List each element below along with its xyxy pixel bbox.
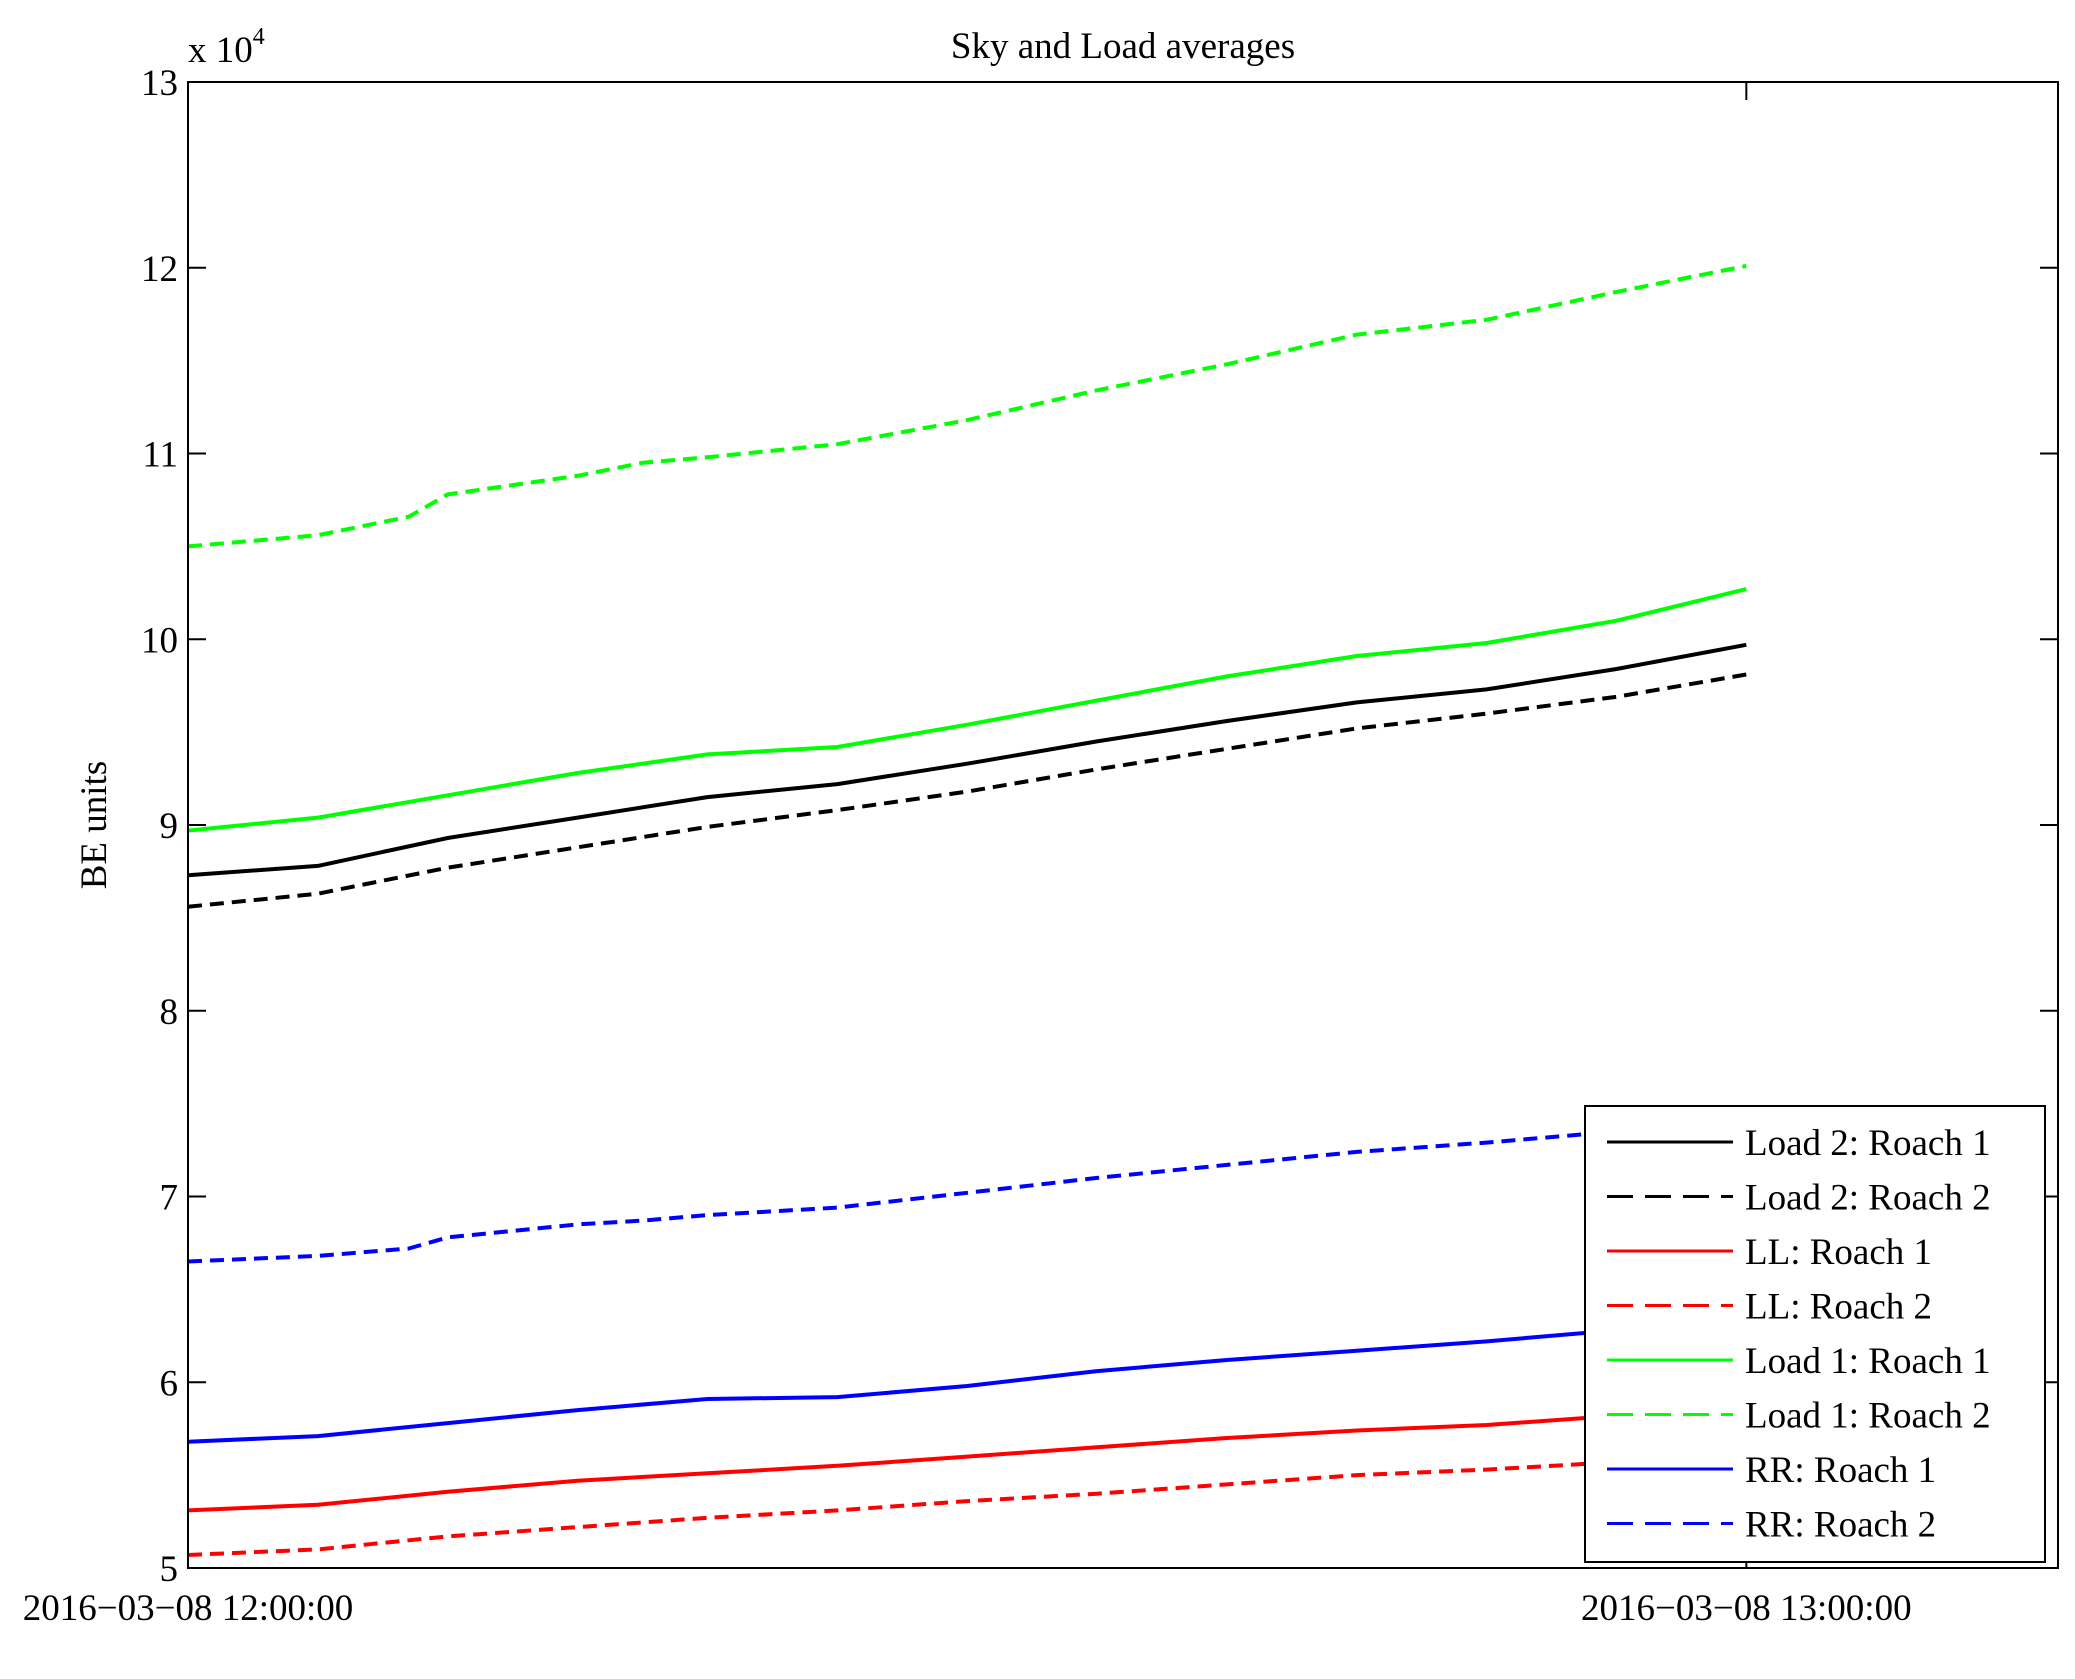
legend-label: RR: Roach 2 <box>1745 1505 1936 1546</box>
legend-label: LL: Roach 1 <box>1745 1232 1932 1273</box>
legend-label: LL: Roach 2 <box>1745 1287 1932 1328</box>
y-tick-label: 13 <box>141 63 178 104</box>
series-line-6 <box>187 263 1747 549</box>
y-tick-label: 6 <box>160 1363 179 1404</box>
series-line-3 <box>187 1404 1747 1513</box>
legend-label: Load 2: Roach 2 <box>1745 1178 1991 1219</box>
legend-label: RR: Roach 1 <box>1745 1450 1936 1491</box>
y-tick-label: 11 <box>142 435 178 476</box>
legend-box <box>1584 1105 2046 1563</box>
x-tick-label: 2016−03−08 12:00:00 <box>23 1588 354 1629</box>
x-tick-label: 2016−03−08 13:00:00 <box>1581 1588 1912 1629</box>
series-layer <box>187 263 1747 1557</box>
y-multiplier-base: x 10 <box>188 30 253 71</box>
legend-label: Load 1: Roach 2 <box>1745 1396 1991 1437</box>
y-tick-label: 5 <box>160 1549 179 1590</box>
y-tick-label: 12 <box>141 249 178 290</box>
y-axis-label: BE units <box>74 761 115 890</box>
y-tick-label: 8 <box>160 992 179 1033</box>
legend-label: Load 2: Roach 1 <box>1745 1123 1991 1164</box>
chart-title: Sky and Load averages <box>951 26 1295 67</box>
tick-layer: 5 6 7 8 9 10 11 12 13 2016−03−08 12:00:00 2016−03−… <box>23 63 2058 1629</box>
series-line-7 <box>187 1319 1747 1444</box>
y-tick-label: 7 <box>160 1178 179 1219</box>
y-tick-label: 9 <box>160 806 179 847</box>
series-line-4 <box>187 1450 1747 1557</box>
legend: Load 2: Roach 1 Load 2: Roach 2 LL: Roach … <box>1584 1105 2046 1563</box>
y-tick-label: 10 <box>141 620 178 661</box>
series-line-5 <box>187 587 1747 833</box>
series-line-1 <box>187 642 1747 878</box>
y-multiplier-exponent: 4 <box>253 24 265 50</box>
legend-label: Load 1: Roach 1 <box>1745 1341 1991 1382</box>
series-line-8 <box>187 1120 1747 1264</box>
y-axis-multiplier: x 104 <box>188 24 265 71</box>
